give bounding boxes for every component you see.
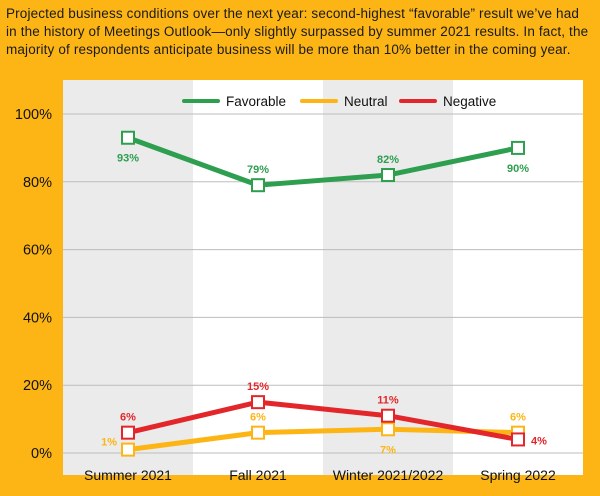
chart-caption: Projected business conditions over the n… <box>6 6 589 57</box>
data-label: 79% <box>247 164 269 176</box>
data-point-marker <box>121 442 135 457</box>
data-label: 15% <box>247 381 269 393</box>
x-tick-label: Winter 2021/2022 <box>333 467 444 483</box>
series-negative <box>121 395 525 447</box>
data-point-marker <box>121 425 135 440</box>
legend-label: Favorable <box>226 94 286 109</box>
x-axis: Summer 2021 Fall 2021 Winter 2021/2022 Spri… <box>84 467 556 483</box>
legend-item-negative: Negative <box>399 94 496 109</box>
data-point-marker <box>251 395 265 410</box>
data-label: 11% <box>377 395 399 407</box>
data-label: 7% <box>380 444 396 456</box>
shaded-band <box>63 80 193 475</box>
data-point-marker <box>381 408 395 423</box>
data-point-marker <box>251 178 265 193</box>
x-tick-label: Spring 2022 <box>480 467 556 483</box>
series-line <box>125 399 521 442</box>
series-line <box>125 426 521 453</box>
data-point-marker <box>381 168 395 183</box>
data-point-marker <box>511 140 525 155</box>
data-label: 93% <box>117 153 139 165</box>
legend: Favorable Neutral Negative <box>182 94 496 109</box>
data-point-marker <box>121 130 135 145</box>
data-label: 6% <box>120 412 136 424</box>
data-labels: 1% 6% 7% 6% 6% 15% 11% 4% 93% 79% 82% 90% <box>101 153 547 457</box>
y-tick-label: 0% <box>31 446 52 462</box>
data-label: 6% <box>510 412 526 424</box>
data-point-marker <box>251 425 265 440</box>
x-tick-label: Fall 2021 <box>229 467 287 483</box>
y-tick-label: 60% <box>23 243 52 259</box>
data-label: 6% <box>250 412 266 424</box>
legend-item-neutral: Neutral <box>300 94 388 109</box>
data-label: 82% <box>377 154 399 166</box>
series-line <box>125 135 521 188</box>
series-favorable <box>121 130 525 193</box>
data-label: 4% <box>531 435 547 447</box>
series-lines <box>121 130 525 457</box>
data-point-marker <box>381 422 395 437</box>
plot-panel <box>63 80 583 475</box>
data-point-marker <box>511 432 525 447</box>
y-tick-label: 100% <box>15 107 52 123</box>
gridlines <box>63 113 583 454</box>
y-tick-label: 40% <box>23 310 52 326</box>
legend-label: Negative <box>443 94 496 109</box>
legend-item-favorable: Favorable <box>182 94 286 109</box>
x-tick-label: Summer 2021 <box>84 467 172 483</box>
data-label: 1% <box>101 437 117 449</box>
y-axis: 0% 20% 40% 60% 80% 100% <box>15 107 52 462</box>
legend-label: Neutral <box>344 94 388 109</box>
data-label: 90% <box>507 163 529 175</box>
y-tick-label: 20% <box>23 378 52 394</box>
y-tick-label: 80% <box>23 175 52 191</box>
